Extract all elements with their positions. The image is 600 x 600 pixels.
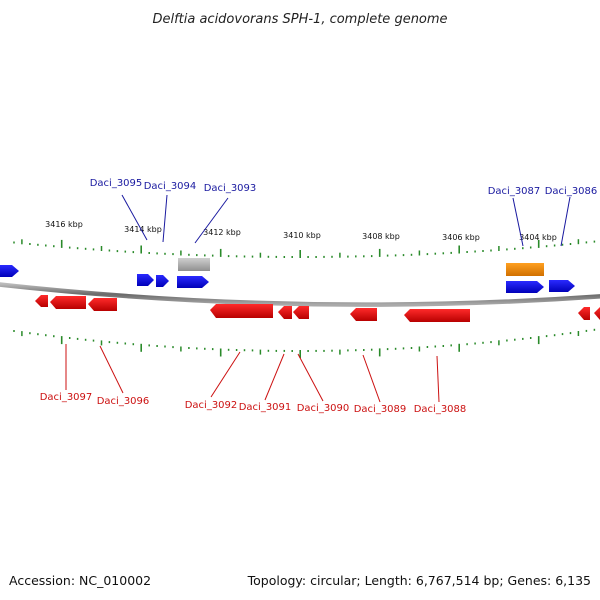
gene-label[interactable]: Daci_3091 (239, 402, 292, 413)
ruler-labels: 3416 kbp 3414 kbp 3412 kbp 3410 kbp 3408… (45, 220, 557, 242)
ruler-label: 3406 kbp (442, 233, 480, 242)
gene-arrow-reverse[interactable] (88, 298, 117, 311)
gene-arrow-reverse[interactable] (210, 304, 273, 318)
genome-backbone (0, 282, 600, 307)
ruler-label: 3404 kbp (519, 233, 557, 242)
gene-arrow-forward[interactable] (506, 281, 544, 293)
reverse-gene-labels: Daci_3097 Daci_3096 Daci_3092 Daci_3091 … (40, 392, 467, 415)
outer-tick-ruler (13, 239, 596, 258)
forward-genes (0, 258, 575, 293)
accession-text: Accession: NC_010002 (9, 573, 151, 588)
callout-line (121, 194, 148, 241)
ruler-label: 3410 kbp (283, 231, 321, 240)
gene-label[interactable]: Daci_3093 (204, 183, 257, 194)
ruler-label: 3412 kbp (203, 228, 241, 237)
callout-line (264, 353, 285, 401)
rna-gene[interactable] (506, 263, 544, 276)
callout-line (210, 351, 241, 398)
gene-arrow-reverse[interactable] (293, 306, 309, 319)
callout-line (297, 353, 324, 402)
gene-arrow-forward[interactable] (0, 265, 19, 277)
callout-line (512, 197, 524, 247)
gene-arrow-forward[interactable] (137, 274, 154, 286)
gene-arrow-reverse[interactable] (594, 307, 600, 320)
callout-line (194, 197, 229, 244)
callout-line (362, 354, 381, 403)
gene-label[interactable]: Daci_3086 (545, 186, 598, 197)
gene-label[interactable]: Daci_3089 (354, 404, 407, 415)
forward-callout-lines (121, 194, 571, 247)
gene-label[interactable]: Daci_3088 (414, 404, 467, 415)
gene-arrow-reverse[interactable] (278, 306, 292, 319)
reverse-callout-lines (65, 344, 440, 403)
ruler-label: 3416 kbp (45, 220, 83, 229)
gene-label[interactable]: Daci_3087 (488, 186, 541, 197)
gene-arrow-reverse[interactable] (350, 308, 377, 321)
map-title: Delftia acidovorans SPH-1, complete geno… (152, 12, 447, 27)
gene-arrow-reverse[interactable] (35, 295, 48, 307)
ruler-label: 3414 kbp (124, 225, 162, 234)
gene-arrow-reverse[interactable] (578, 307, 590, 320)
reverse-genes (35, 295, 600, 322)
callout-line (560, 196, 571, 247)
gene-arrow-forward[interactable] (177, 276, 209, 288)
gene-arrow-forward[interactable] (549, 280, 575, 292)
gene-label[interactable]: Daci_3095 (90, 178, 143, 189)
inner-tick-ruler (13, 328, 596, 358)
genome-summary-text: Topology: circular; Length: 6,767,514 bp… (247, 573, 591, 588)
gene-label[interactable]: Daci_3097 (40, 392, 93, 403)
pseudo-gene[interactable] (178, 258, 210, 271)
gene-label[interactable]: Daci_3090 (297, 403, 350, 414)
callout-line (436, 355, 440, 403)
gene-label[interactable]: Daci_3094 (144, 181, 197, 192)
callout-line (99, 345, 124, 394)
gene-arrow-reverse[interactable] (50, 296, 86, 309)
ruler-label: 3408 kbp (362, 232, 400, 241)
gene-arrow-forward[interactable] (156, 275, 169, 287)
gene-arrow-reverse[interactable] (404, 309, 470, 322)
gene-label[interactable]: Daci_3096 (97, 396, 150, 407)
forward-gene-labels: Daci_3095 Daci_3094 Daci_3093 Daci_3087 … (90, 178, 598, 197)
callout-line (162, 194, 168, 243)
gene-label[interactable]: Daci_3092 (185, 400, 238, 411)
